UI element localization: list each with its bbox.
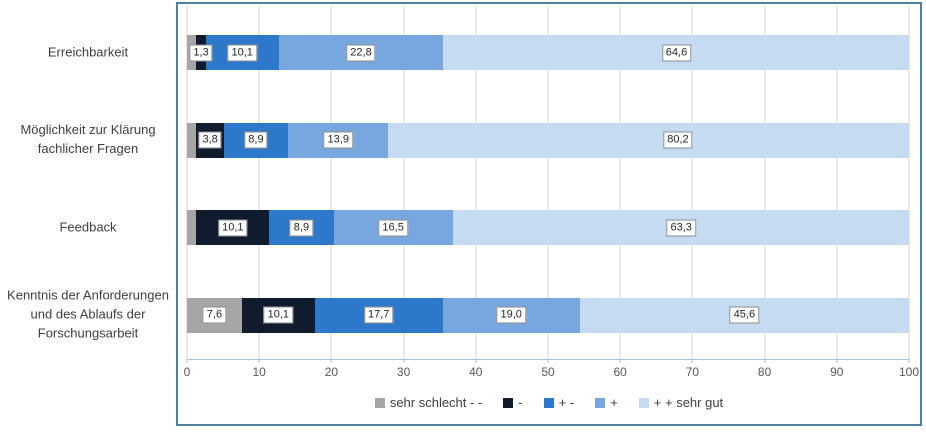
category-axis: Erreichbarkeit Möglichkeit zur Klärung fa… (0, 2, 176, 426)
segment-sehrschlecht---row-2 (187, 210, 197, 246)
tick-mark-x-10 (258, 359, 260, 363)
tick-mark-x-90 (836, 359, 838, 363)
category-label-0: Erreichbarkeit (47, 44, 129, 60)
x-tick-label-70: 70 (685, 365, 700, 379)
gridline-x-100 (908, 6, 910, 359)
gridline-x-50 (547, 6, 549, 359)
legend-item-4: + + sehr gut (638, 395, 724, 410)
data-label-row-1-seg-2: 8,9 (244, 131, 268, 149)
chart-frame: 1,3 10,1 22,8 64,6 3,8 8,9 13,9 80,2 10,1 8,9 16,5… (176, 2, 922, 426)
gridline-x-30 (402, 6, 405, 359)
data-label-row-3-seg-2: 17,7 (363, 306, 394, 324)
gridline-x-40 (474, 6, 477, 359)
legend-swatch-icon (374, 397, 385, 408)
data-label-row-1-seg-4: 80,2 (663, 131, 693, 149)
x-tick-label-60: 60 (613, 365, 627, 379)
x-tick-label-10: 10 (252, 365, 266, 379)
data-label-row-3-seg-3: 19,0 (496, 306, 526, 324)
data-label-row-1-seg-3: 13,9 (323, 131, 353, 149)
legend-label: sehr schlecht - - (389, 395, 483, 410)
legend-label: + - (558, 395, 575, 410)
data-label-row-3-seg-0: 7,6 (202, 306, 227, 324)
gridline-x-90 (835, 6, 838, 359)
x-tick-label-30: 30 (396, 365, 411, 379)
legend-item-0: sehr schlecht - - (374, 395, 483, 410)
bar-row-0: 1,3 10,1 22,8 64,6 (187, 35, 909, 70)
tick-mark-x-100 (908, 359, 910, 363)
category-label-1: Möglichkeit zur Klärung fachlicher Frage… (20, 122, 156, 157)
gridline-x-20 (330, 6, 333, 359)
gridline-x-60 (619, 6, 622, 359)
data-label-row-2-seg-1: 10,1 (218, 219, 248, 237)
gridline-x-10 (258, 6, 261, 359)
gridline-x-70 (691, 6, 694, 359)
tick-mark-x-30 (403, 359, 405, 363)
segment-sehrschlecht---row-1 (187, 122, 197, 158)
bar-row-3: 7,6 10,1 17,7 19,0 45,6 (187, 297, 909, 333)
tick-mark-x-60 (619, 359, 621, 363)
legend-label: + + sehr gut (653, 395, 724, 410)
tick-mark-x-40 (475, 359, 477, 363)
tick-mark-x-80 (764, 359, 766, 363)
x-tick-label-50: 50 (541, 365, 555, 379)
tick-mark-x-20 (330, 359, 332, 363)
x-axis: 0 10 20 30 40 50 60 70 80 90 100 (183, 362, 919, 379)
segment-++sehrgut-row-1 (388, 122, 909, 158)
tick-mark-x-70 (691, 359, 693, 363)
data-label-row-2-seg-4: 63,3 (666, 219, 696, 237)
legend: sehr schlecht - - - + - + + + sehr gut (178, 396, 920, 409)
tick-mark-x-0 (186, 359, 188, 363)
bar-row-1: 3,8 8,9 13,9 80,2 (187, 122, 909, 158)
data-label-row-2-seg-2: 8,9 (289, 219, 314, 237)
legend-item-1: - (503, 395, 523, 410)
data-label-row-3-seg-4: 45,6 (729, 306, 760, 324)
legend-label: - (518, 395, 523, 410)
x-tick-label-40: 40 (469, 365, 483, 379)
data-label-row-3-seg-1: 10,1 (263, 306, 294, 324)
x-tick-label-100: 100 (898, 365, 920, 379)
data-label-row-0-seg-3: 22,8 (346, 44, 376, 61)
gridline-x-0 (186, 6, 188, 359)
legend-swatch-icon (503, 397, 514, 408)
x-tick-label-20: 20 (324, 365, 339, 379)
legend-label: + (610, 395, 618, 410)
bar-row-2: 10,1 8,9 16,5 63,3 (187, 210, 909, 246)
legend-swatch-icon (543, 397, 554, 408)
legend-swatch-icon (595, 397, 606, 408)
x-tick-label-90: 90 (830, 365, 844, 379)
category-label-2: Feedback (59, 219, 117, 235)
data-label-row-1-seg-1: 3,8 (198, 131, 222, 149)
legend-item-3: + (595, 396, 618, 409)
legend-swatch-icon (638, 397, 649, 408)
data-label-row-2-seg-3: 16,5 (378, 219, 408, 237)
data-label-row-0-seg-4: 64,6 (661, 44, 692, 61)
data-label-row-0-seg-2: 10,1 (227, 44, 257, 61)
plot-area: 1,3 10,1 22,8 64,6 3,8 8,9 13,9 80,2 10,1 8,9 16,5… (186, 6, 910, 363)
tick-mark-x-50 (547, 359, 549, 363)
x-tick-label-80: 80 (757, 365, 772, 379)
gridline-x-80 (763, 6, 766, 359)
legend-item-2: + - (543, 395, 575, 410)
data-label-row-0-seg-1: 1,3 (189, 44, 213, 61)
x-tick-label-0: 0 (183, 365, 191, 379)
category-label-3: Kenntnis der Anforderungen und des Ablau… (7, 288, 169, 341)
